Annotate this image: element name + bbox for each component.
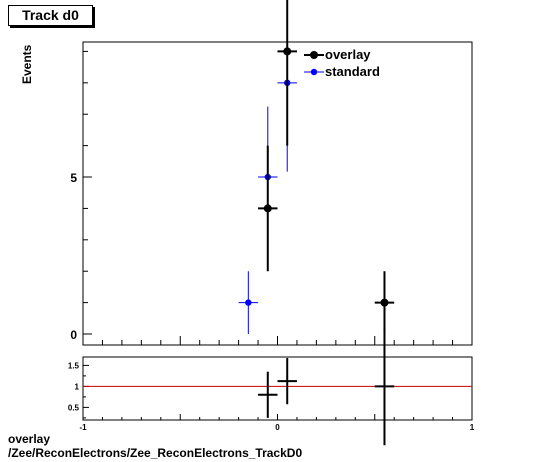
footer-line-2: /Zee/ReconElectrons/Zee_ReconElectrons_T… xyxy=(8,446,303,460)
ratio-y-tick-label: 1.5 xyxy=(68,361,80,370)
overlay-point-marker xyxy=(380,298,389,307)
ratio-y-tick-label: 0.5 xyxy=(68,403,80,412)
standard-point xyxy=(238,271,259,335)
main-plot-frame xyxy=(82,41,473,346)
legend-marker-standard xyxy=(310,68,318,76)
overlay-point xyxy=(277,0,297,146)
y-tick-label: 5 xyxy=(70,171,77,185)
legend-marker-overlay xyxy=(310,51,318,59)
ratio-point xyxy=(258,371,278,418)
legend-label-overlay: overlay xyxy=(325,47,371,62)
legend-label-standard: standard xyxy=(325,64,380,79)
ratio-y-tick-label: 1 xyxy=(75,382,80,391)
standard-point-marker xyxy=(245,299,252,306)
overlay-point-marker xyxy=(283,47,292,56)
ratio-point xyxy=(277,358,297,405)
ratio-point xyxy=(374,327,395,446)
footer-line-1: overlay xyxy=(8,432,51,446)
overlay-point xyxy=(374,271,395,335)
ratio-x-tick-label: 0 xyxy=(275,423,280,432)
ratio-x-tick-label: -1 xyxy=(79,423,87,432)
ratio-plot-frame xyxy=(82,356,473,421)
y-tick-label: 0 xyxy=(70,328,77,342)
overlay-point-marker xyxy=(263,204,272,213)
histogram-title: Track d0 xyxy=(8,5,93,26)
overlay-point xyxy=(258,145,278,272)
ratio-x-tick-label: 1 xyxy=(470,423,475,432)
y-axis-label: Events xyxy=(20,44,34,84)
